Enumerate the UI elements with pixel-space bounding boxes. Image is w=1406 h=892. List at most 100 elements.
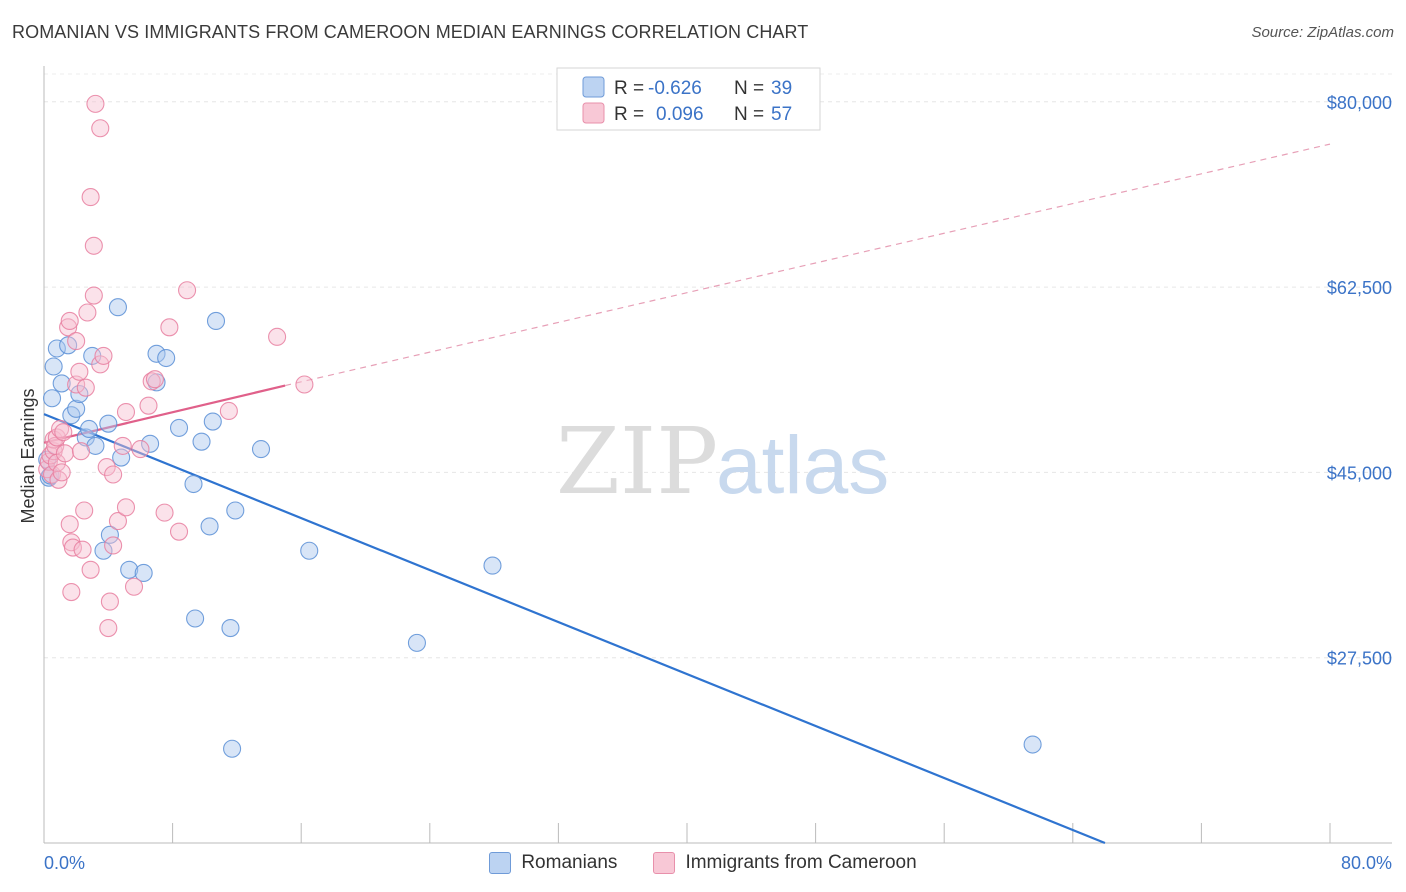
point-romanians	[223, 739, 242, 758]
point-cameroon	[268, 327, 287, 346]
source-label: Source: ZipAtlas.com	[1251, 24, 1394, 41]
point-cameroon	[81, 188, 100, 207]
point-cameroon	[75, 501, 94, 520]
point-cameroon	[145, 370, 164, 389]
legend-label-romanians: Romanians	[521, 852, 618, 873]
point-cameroon	[100, 592, 119, 611]
y-tick-label: $45,000	[1327, 463, 1392, 483]
point-romanians	[226, 501, 245, 520]
point-romanians	[157, 348, 176, 368]
point-romanians	[203, 412, 222, 431]
point-romanians	[300, 541, 319, 560]
trend-line-1	[43, 384, 286, 444]
point-romanians	[407, 633, 426, 652]
point-romanians	[147, 344, 166, 363]
point-cameroon	[116, 498, 136, 517]
legend-item-cameroon[interactable]: Immigrants from Cameroon	[653, 852, 917, 874]
point-cameroon	[131, 440, 150, 459]
legend-r-value-2: 0.096	[656, 104, 704, 125]
point-cameroon	[94, 346, 113, 365]
data-points	[38, 94, 1042, 758]
point-cameroon	[160, 318, 179, 337]
point-cameroon	[52, 463, 71, 482]
point-cameroon	[142, 372, 161, 391]
point-cameroon	[116, 402, 136, 422]
watermark-zip: ZIP	[556, 408, 718, 515]
point-romanians	[483, 556, 502, 575]
y-tick-labels: $80,000 $62,500 $45,000 $27,500	[1327, 93, 1392, 669]
watermark: ZIP atlas	[556, 408, 889, 515]
point-cameroon	[78, 303, 97, 322]
legend-n-value-2: 57	[771, 104, 792, 125]
point-romanians	[192, 432, 211, 451]
point-romanians	[134, 563, 153, 583]
point-romanians	[200, 517, 219, 536]
point-romanians	[100, 525, 119, 544]
point-romanians	[169, 418, 189, 437]
point-cameroon	[155, 503, 174, 522]
point-cameroon	[38, 460, 57, 479]
point-romanians	[221, 618, 240, 638]
legend-r-value-1: -0.626	[648, 78, 702, 99]
point-cameroon	[84, 236, 103, 255]
point-cameroon	[44, 430, 63, 449]
point-romanians	[206, 311, 226, 331]
point-romanians	[112, 448, 131, 467]
point-romanians	[59, 336, 78, 355]
y-tick-label: $27,500	[1327, 649, 1392, 669]
point-romanians	[120, 560, 139, 579]
y-tick-label: $62,500	[1327, 278, 1392, 298]
legend-n-label-2: N =	[734, 104, 764, 125]
point-romanians	[108, 298, 127, 317]
point-cameroon	[169, 522, 189, 541]
point-cameroon	[60, 515, 79, 534]
trend-lines	[43, 143, 1331, 845]
legend-swatch-cameroon-bottom	[653, 852, 676, 874]
point-cameroon	[97, 458, 116, 477]
point-cameroon	[67, 332, 86, 351]
point-romanians	[1023, 735, 1042, 754]
bottom-legend: Romanians Immigrants from Cameroon	[0, 852, 1406, 874]
trend-line-0	[43, 413, 1106, 845]
point-cameroon	[124, 577, 144, 596]
point-cameroon	[55, 444, 74, 463]
point-cameroon	[91, 119, 110, 138]
point-romanians	[141, 434, 160, 453]
legend-box: R = -0.626 N = 39 R = 0.096 N = 57	[556, 67, 821, 131]
point-romanians	[44, 357, 63, 376]
point-romanians	[79, 419, 99, 439]
point-cameroon	[81, 560, 100, 579]
point-cameroon	[219, 401, 238, 421]
legend-r-label-2: R =	[614, 104, 644, 125]
point-romanians	[42, 389, 62, 408]
point-romanians	[251, 440, 271, 459]
point-romanians	[67, 399, 86, 418]
legend-swatch-romanians-bottom	[489, 852, 512, 874]
legend-n-value-1: 39	[771, 78, 792, 99]
y-axis-label: Median Earnings	[18, 388, 38, 523]
point-cameroon	[54, 423, 73, 442]
point-cameroon	[104, 465, 123, 484]
y-tick-label: $80,000	[1327, 93, 1392, 113]
chart-title: ROMANIAN VS IMMIGRANTS FROM CAMEROON MED…	[12, 22, 809, 42]
point-cameroon	[51, 419, 70, 439]
legend-item-romanians[interactable]: Romanians	[489, 852, 617, 874]
point-romanians	[186, 609, 205, 628]
legend-r-label-1: R =	[614, 78, 644, 99]
legend-swatch-romanians	[582, 76, 605, 98]
point-romanians	[94, 541, 113, 560]
point-cameroon	[62, 582, 81, 602]
point-romanians	[47, 339, 66, 358]
legend-swatch-cameroon	[582, 102, 605, 124]
point-cameroon	[295, 375, 314, 394]
point-cameroon	[73, 540, 92, 559]
point-cameroon	[70, 362, 89, 381]
point-cameroon	[71, 442, 91, 461]
trend-extension-1	[284, 143, 1331, 387]
x-tick-max: 80.0%	[1341, 853, 1392, 873]
point-cameroon	[84, 286, 103, 305]
point-cameroon	[59, 318, 78, 337]
point-cameroon	[108, 512, 127, 531]
legend-label-cameroon: Immigrants from Cameroon	[685, 852, 917, 873]
